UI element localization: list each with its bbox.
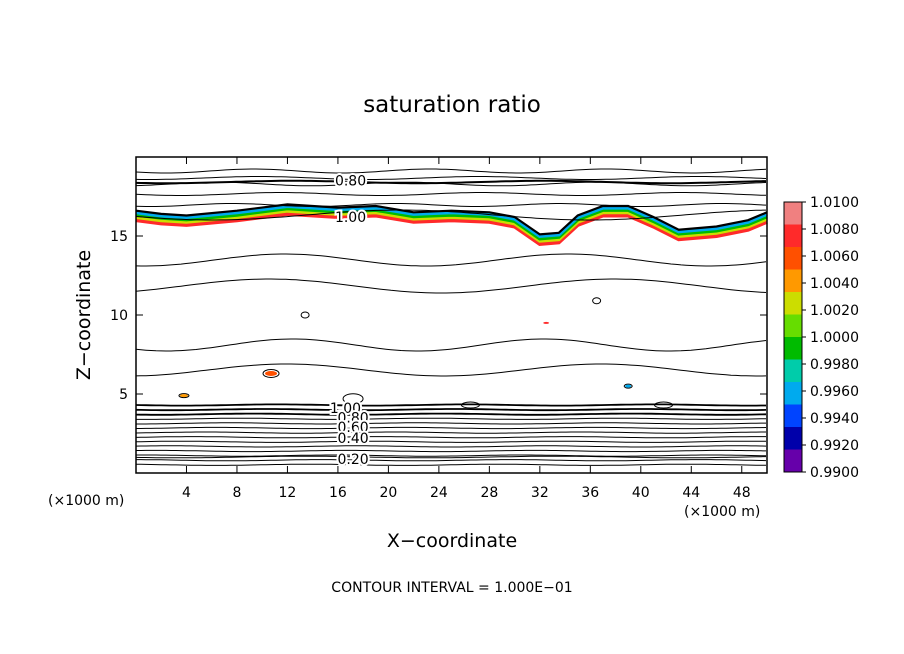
closed-contour xyxy=(460,401,480,409)
x-tick-label: 20 xyxy=(379,485,397,501)
closed-contour xyxy=(623,383,633,389)
x-unit-label-right: (×1000 m) xyxy=(684,504,760,520)
supersaturated-cell xyxy=(179,394,188,398)
contour-value-label: 0.40 xyxy=(337,431,368,447)
contour-line xyxy=(136,454,767,457)
supersaturated-cell xyxy=(543,321,550,324)
colorbar-label: 1.0040 xyxy=(810,276,859,292)
colorbar-swatch xyxy=(784,224,802,248)
colorbar-label: 1.0080 xyxy=(810,222,859,238)
closed-contour xyxy=(654,401,674,409)
colorbar-label: 0.9900 xyxy=(810,465,859,481)
contour-line xyxy=(135,363,767,377)
x-tick-label: 36 xyxy=(581,485,599,501)
closed-contour xyxy=(592,297,602,305)
contour-line xyxy=(135,203,767,207)
y-tick-label: 10 xyxy=(110,308,128,324)
contour-line xyxy=(135,436,766,439)
contour-line xyxy=(135,403,766,407)
x-tick-label: 48 xyxy=(733,485,751,501)
contour-line xyxy=(135,192,767,196)
contour-line xyxy=(135,278,767,294)
supersaturated-cell xyxy=(265,370,278,376)
plot-contents xyxy=(135,168,768,466)
contour-line xyxy=(135,338,767,352)
color-band xyxy=(135,211,768,246)
y-axis-ticks: 5 10 15 xyxy=(110,229,767,403)
x-unit-label-left: (×1000 m) xyxy=(48,493,124,509)
contour-line xyxy=(135,176,767,180)
x-tick-label: 44 xyxy=(682,485,700,501)
x-axis-ticks: 4 8 12 16 20 24 28 32 36 40 44 48 xyxy=(182,157,751,501)
y-tick-label: 5 xyxy=(119,387,128,403)
contour-value-label: 0.60 xyxy=(337,420,368,436)
x-tick-label: 32 xyxy=(531,485,549,501)
closed-contour xyxy=(262,368,280,378)
contour-line xyxy=(135,408,767,412)
colorbar-swatch xyxy=(784,269,802,293)
colorbar-swatch xyxy=(784,247,802,270)
contour-value-label: 0.80 xyxy=(337,411,368,427)
contour-line xyxy=(135,179,767,185)
contour-line xyxy=(136,449,767,453)
colorbar-swatch xyxy=(784,314,802,338)
contour-value-label: 0.20 xyxy=(337,452,368,468)
closed-contour xyxy=(342,393,364,405)
contour-line xyxy=(135,440,766,443)
contour-line xyxy=(136,422,766,425)
colorbar-label: 0.9920 xyxy=(810,438,859,454)
contour-line xyxy=(135,445,767,448)
contour-line xyxy=(135,412,767,416)
contour-line xyxy=(135,168,767,174)
colorbar-swatch xyxy=(784,449,802,473)
contour-line xyxy=(135,253,767,267)
colorbar: 1.0100 1.0080 1.0060 1.0040 1.0020 1.0000 0.99… xyxy=(783,195,859,481)
contour-value-label: 0.80 xyxy=(335,174,366,190)
closed-contour xyxy=(178,393,190,399)
y-axis-label: Z−coordinate xyxy=(73,250,95,380)
colorbar-swatch xyxy=(784,359,802,383)
x-tick-label: 28 xyxy=(480,485,498,501)
colorbar-label: 0.9960 xyxy=(810,384,859,400)
contour-line xyxy=(135,455,767,459)
colorbar-label: 1.0060 xyxy=(810,249,859,265)
colorbar-label: 0.9980 xyxy=(810,357,859,373)
colorbar-label: 0.9940 xyxy=(810,411,859,427)
contour-line xyxy=(136,459,767,462)
colorbar-swatch xyxy=(784,382,802,405)
chart-title: saturation ratio xyxy=(363,92,541,118)
x-tick-label: 40 xyxy=(632,485,650,501)
x-tick-label: 16 xyxy=(329,485,347,501)
x-tick-label: 24 xyxy=(430,485,448,501)
colorbar-swatch xyxy=(784,427,802,450)
contour-line xyxy=(136,417,767,420)
contour-line xyxy=(136,463,766,466)
color-band xyxy=(135,203,768,239)
x-tick-label: 8 xyxy=(232,485,241,501)
contour-value-label: 1.00 xyxy=(335,210,366,226)
contour-interval-note: CONTOUR INTERVAL = 1.000E−01 xyxy=(331,580,572,596)
colorbar-swatch xyxy=(784,292,802,315)
contour-line xyxy=(135,209,767,221)
x-tick-label: 4 xyxy=(182,485,191,501)
x-tick-label: 12 xyxy=(279,485,297,501)
colorbar-swatch xyxy=(784,404,802,428)
contour-labels: 0.801.001.000.800.600.400.20 xyxy=(328,172,371,470)
colorbar-label: 1.0000 xyxy=(810,330,859,346)
colorbar-swatch xyxy=(784,337,802,360)
y-tick-label: 15 xyxy=(110,229,128,245)
closed-contour xyxy=(300,311,310,319)
x-axis-label: X−coordinate xyxy=(387,530,517,552)
colorbar-label: 1.0100 xyxy=(810,195,859,211)
plot-frame xyxy=(135,156,768,474)
contour-value-label: 1.00 xyxy=(330,401,361,417)
contour-line xyxy=(135,431,766,434)
supersaturated-cell xyxy=(625,384,632,388)
contour-line xyxy=(136,426,767,430)
colorbar-label: 1.0020 xyxy=(810,303,859,319)
colorbar-swatch xyxy=(784,202,802,225)
